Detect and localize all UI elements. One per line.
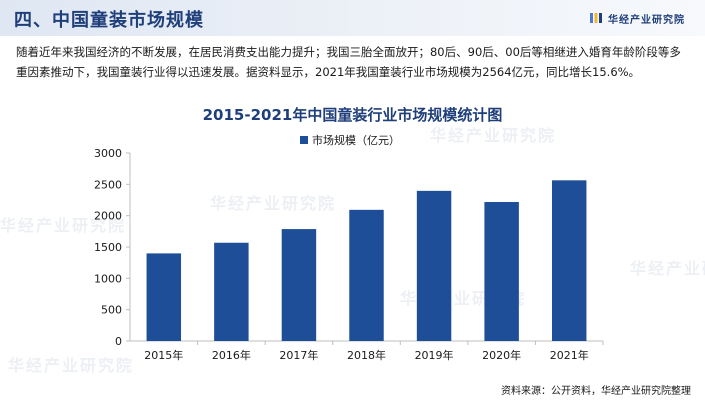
brand-logo-icon xyxy=(590,13,602,23)
bar xyxy=(484,202,519,341)
section-header: 四、中国童装市场规模 华经产业研究院 xyxy=(0,0,705,36)
watermark: 华经产业研究院 xyxy=(430,126,557,145)
legend-label: 市场规模（亿元） xyxy=(312,133,400,147)
bar-chart: 0 500 1000 1500 2000 2500 3000 2015年 2016年 2017年 2… xyxy=(94,133,604,362)
x-tick-label: 2021年 xyxy=(550,348,589,362)
brand: 华经产业研究院 xyxy=(589,11,685,26)
y-tick-label: 2500 xyxy=(94,178,122,191)
x-tick-label: 2016年 xyxy=(212,348,251,362)
x-tick-label: 2019年 xyxy=(415,348,454,362)
bar xyxy=(349,209,384,341)
bar xyxy=(146,253,182,341)
x-tick-label: 2015年 xyxy=(144,348,183,362)
intro-paragraph: 随着近年来我国经济的不断发展，在居民消费支出能力提升；我国三胎全面放开；80后、… xyxy=(16,45,681,79)
bar xyxy=(214,242,249,341)
y-tick-label: 0 xyxy=(115,335,122,348)
bar xyxy=(281,229,317,341)
watermark: 华经产业研究院 xyxy=(8,356,135,375)
section-title: 四、中国童装市场规模 xyxy=(14,10,204,31)
watermark: 华经产业研究院 xyxy=(0,216,127,235)
x-tick-label: 2018年 xyxy=(347,348,386,362)
y-tick-label: 1500 xyxy=(94,241,122,254)
x-tick-label: 2017年 xyxy=(279,348,318,362)
source-note: 资料来源：公开资料，华经产业研究院整理 xyxy=(501,386,691,397)
watermark: 华经产业研究院 xyxy=(630,259,705,278)
bar xyxy=(551,180,587,341)
x-tick-label: 2020年 xyxy=(482,348,521,362)
y-tick-label: 3000 xyxy=(94,147,122,160)
y-tick-label: 1000 xyxy=(94,272,122,285)
chart-title: 2015-2021年中国童装行业市场规模统计图 xyxy=(202,106,503,124)
legend-swatch xyxy=(300,136,308,144)
watermark: 华经产业研究院 xyxy=(210,194,337,213)
bar xyxy=(416,190,452,341)
y-tick-label: 500 xyxy=(101,304,122,317)
brand-name: 华经产业研究院 xyxy=(608,14,685,26)
y-tick-label: 2000 xyxy=(94,210,122,223)
